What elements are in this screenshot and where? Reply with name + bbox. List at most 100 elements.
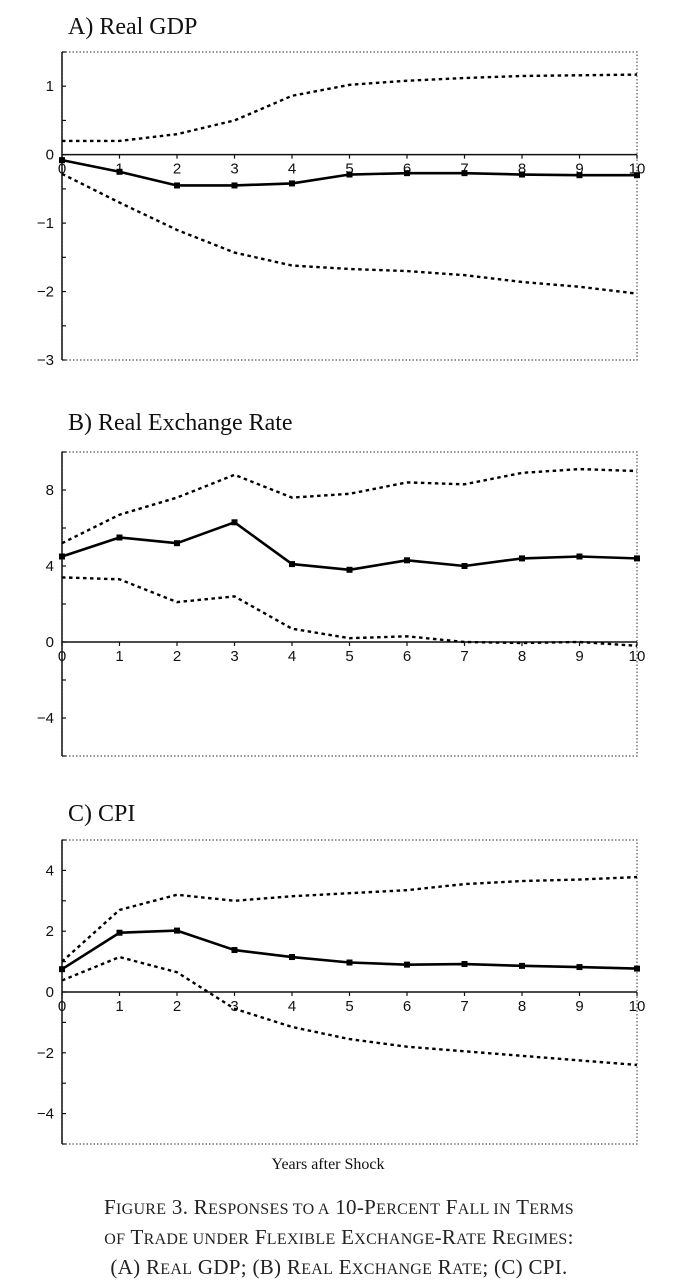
data-point bbox=[116, 168, 123, 175]
series-line-upper-band bbox=[61, 467, 638, 545]
x-tick-label: 4 bbox=[288, 648, 296, 665]
caption-line-2: OF TRADE UNDER FLEXIBLE EXCHANGE-RATE RE… bbox=[104, 1225, 574, 1249]
caption-segment: EGIMES bbox=[506, 1231, 567, 1248]
caption-segment: OF bbox=[104, 1231, 125, 1248]
caption-segment: ATE bbox=[452, 1261, 482, 1278]
data-point bbox=[231, 947, 238, 954]
y-tick-label: 4 bbox=[46, 862, 54, 879]
caption-line-1: FIGURE 3. RESPONSES TO A 10-PERCENT FALL… bbox=[104, 1195, 574, 1219]
caption-segment: GDP; (B) R bbox=[192, 1255, 301, 1279]
x-tick-label: 8 bbox=[518, 161, 526, 178]
x-tick-label: 9 bbox=[575, 648, 583, 665]
caption-segment: F bbox=[440, 1195, 458, 1219]
caption-segment: RADE UNDER bbox=[144, 1231, 250, 1248]
y-tick-label: 0 bbox=[46, 984, 54, 1001]
data-point bbox=[519, 962, 525, 969]
caption-segment: ATE bbox=[456, 1231, 486, 1248]
caption-segment: R bbox=[486, 1225, 506, 1249]
x-tick-label: 7 bbox=[460, 648, 468, 665]
data-point bbox=[231, 519, 238, 526]
caption-segment: (A) R bbox=[110, 1255, 160, 1279]
data-point bbox=[634, 965, 640, 972]
x-tick-label: 5 bbox=[345, 998, 353, 1015]
caption-segment: XCHANGE bbox=[354, 1231, 434, 1248]
x-tick-label: 2 bbox=[173, 648, 181, 665]
data-point bbox=[634, 555, 640, 562]
caption-segment: T bbox=[511, 1195, 529, 1219]
data-point bbox=[461, 170, 468, 177]
x-tick-label: 8 bbox=[518, 998, 526, 1015]
x-tick-label: 6 bbox=[403, 998, 411, 1015]
x-tick-label: 10 bbox=[629, 998, 646, 1015]
x-tick-label: 0 bbox=[58, 998, 66, 1015]
y-tick-label: 2 bbox=[46, 923, 54, 940]
caption-segment: ALL IN bbox=[458, 1201, 511, 1218]
series-line-lower-band bbox=[61, 172, 638, 295]
data-point bbox=[174, 927, 180, 934]
panel-3: C) CPI 4 2 0 −2 −4 0 1 2 3 4 5 6 7 8 9 10 bbox=[37, 801, 646, 1145]
panel-title: B) Real Exchange Rate bbox=[68, 410, 293, 436]
series-line-lower-band bbox=[61, 576, 638, 647]
data-point bbox=[404, 557, 410, 564]
caption-segment: ERMS bbox=[529, 1201, 574, 1218]
data-point bbox=[461, 563, 468, 569]
series-line-upper-band bbox=[62, 73, 638, 143]
data-point bbox=[231, 182, 238, 189]
caption-segment: LEXIBLE bbox=[267, 1231, 336, 1248]
caption-segment: IGURE bbox=[116, 1201, 166, 1218]
y-tick-label: −3 bbox=[37, 352, 54, 369]
caption-segment: EAL bbox=[301, 1261, 333, 1278]
x-tick-label: 1 bbox=[115, 648, 123, 665]
panel-2: B) Real Exchange Rate 8 4 0 −4 0 1 2 3 4 5 6 7 8 9 10 bbox=[37, 410, 645, 757]
data-point bbox=[116, 929, 123, 936]
x-tick-label: 2 bbox=[173, 161, 181, 178]
x-tick-label: 7 bbox=[460, 161, 468, 178]
x-tick-label: 3 bbox=[230, 161, 238, 178]
caption-segment: : bbox=[568, 1225, 574, 1249]
caption-segment: EAL bbox=[160, 1261, 192, 1278]
data-point bbox=[59, 966, 65, 973]
x-tick-label: 5 bbox=[345, 161, 353, 178]
caption-segment: F bbox=[249, 1225, 267, 1249]
y-tick-label: 0 bbox=[46, 634, 54, 651]
data-point bbox=[289, 561, 295, 568]
x-tick-label: 2 bbox=[173, 998, 181, 1015]
caption-segment: E bbox=[336, 1225, 355, 1249]
x-tick-label: 0 bbox=[58, 648, 66, 665]
plot-frame bbox=[61, 451, 638, 757]
x-tick-label: 5 bbox=[345, 648, 353, 665]
data-point bbox=[289, 180, 295, 187]
x-tick-label: 6 bbox=[403, 161, 411, 178]
panel-title: C) CPI bbox=[68, 801, 135, 827]
data-point bbox=[59, 157, 65, 164]
caption-segment: E bbox=[333, 1255, 352, 1279]
caption-line-3: (A) REAL GDP; (B) REAL EXCHANGE RATE; (C… bbox=[110, 1255, 567, 1279]
x-tick-label: 10 bbox=[629, 161, 646, 178]
data-point bbox=[59, 553, 65, 560]
series-line-response bbox=[61, 520, 638, 572]
x-tick-label: 6 bbox=[403, 648, 411, 665]
data-point bbox=[174, 540, 180, 547]
caption-segment: R bbox=[432, 1255, 452, 1279]
panel-title: A) Real GDP bbox=[68, 14, 197, 40]
x-tick-label: 8 bbox=[518, 648, 526, 665]
data-point bbox=[346, 566, 353, 573]
data-point bbox=[576, 553, 583, 560]
caption-segment: ; (C) CPI. bbox=[482, 1255, 567, 1279]
y-tick-label: −4 bbox=[37, 710, 54, 727]
data-point bbox=[576, 172, 583, 179]
x-tick-label: 7 bbox=[460, 998, 468, 1015]
y-tick-label: 8 bbox=[46, 482, 54, 499]
plot-frame bbox=[61, 51, 638, 361]
x-tick-label: 1 bbox=[115, 998, 123, 1015]
data-point bbox=[404, 170, 410, 177]
y-tick-label: 0 bbox=[46, 147, 54, 164]
data-point bbox=[116, 534, 123, 541]
y-tick-label: −2 bbox=[37, 1045, 54, 1062]
caption-segment: F bbox=[104, 1195, 116, 1219]
data-point bbox=[461, 961, 468, 968]
data-point bbox=[576, 964, 583, 971]
x-tick-label: 3 bbox=[230, 998, 238, 1015]
